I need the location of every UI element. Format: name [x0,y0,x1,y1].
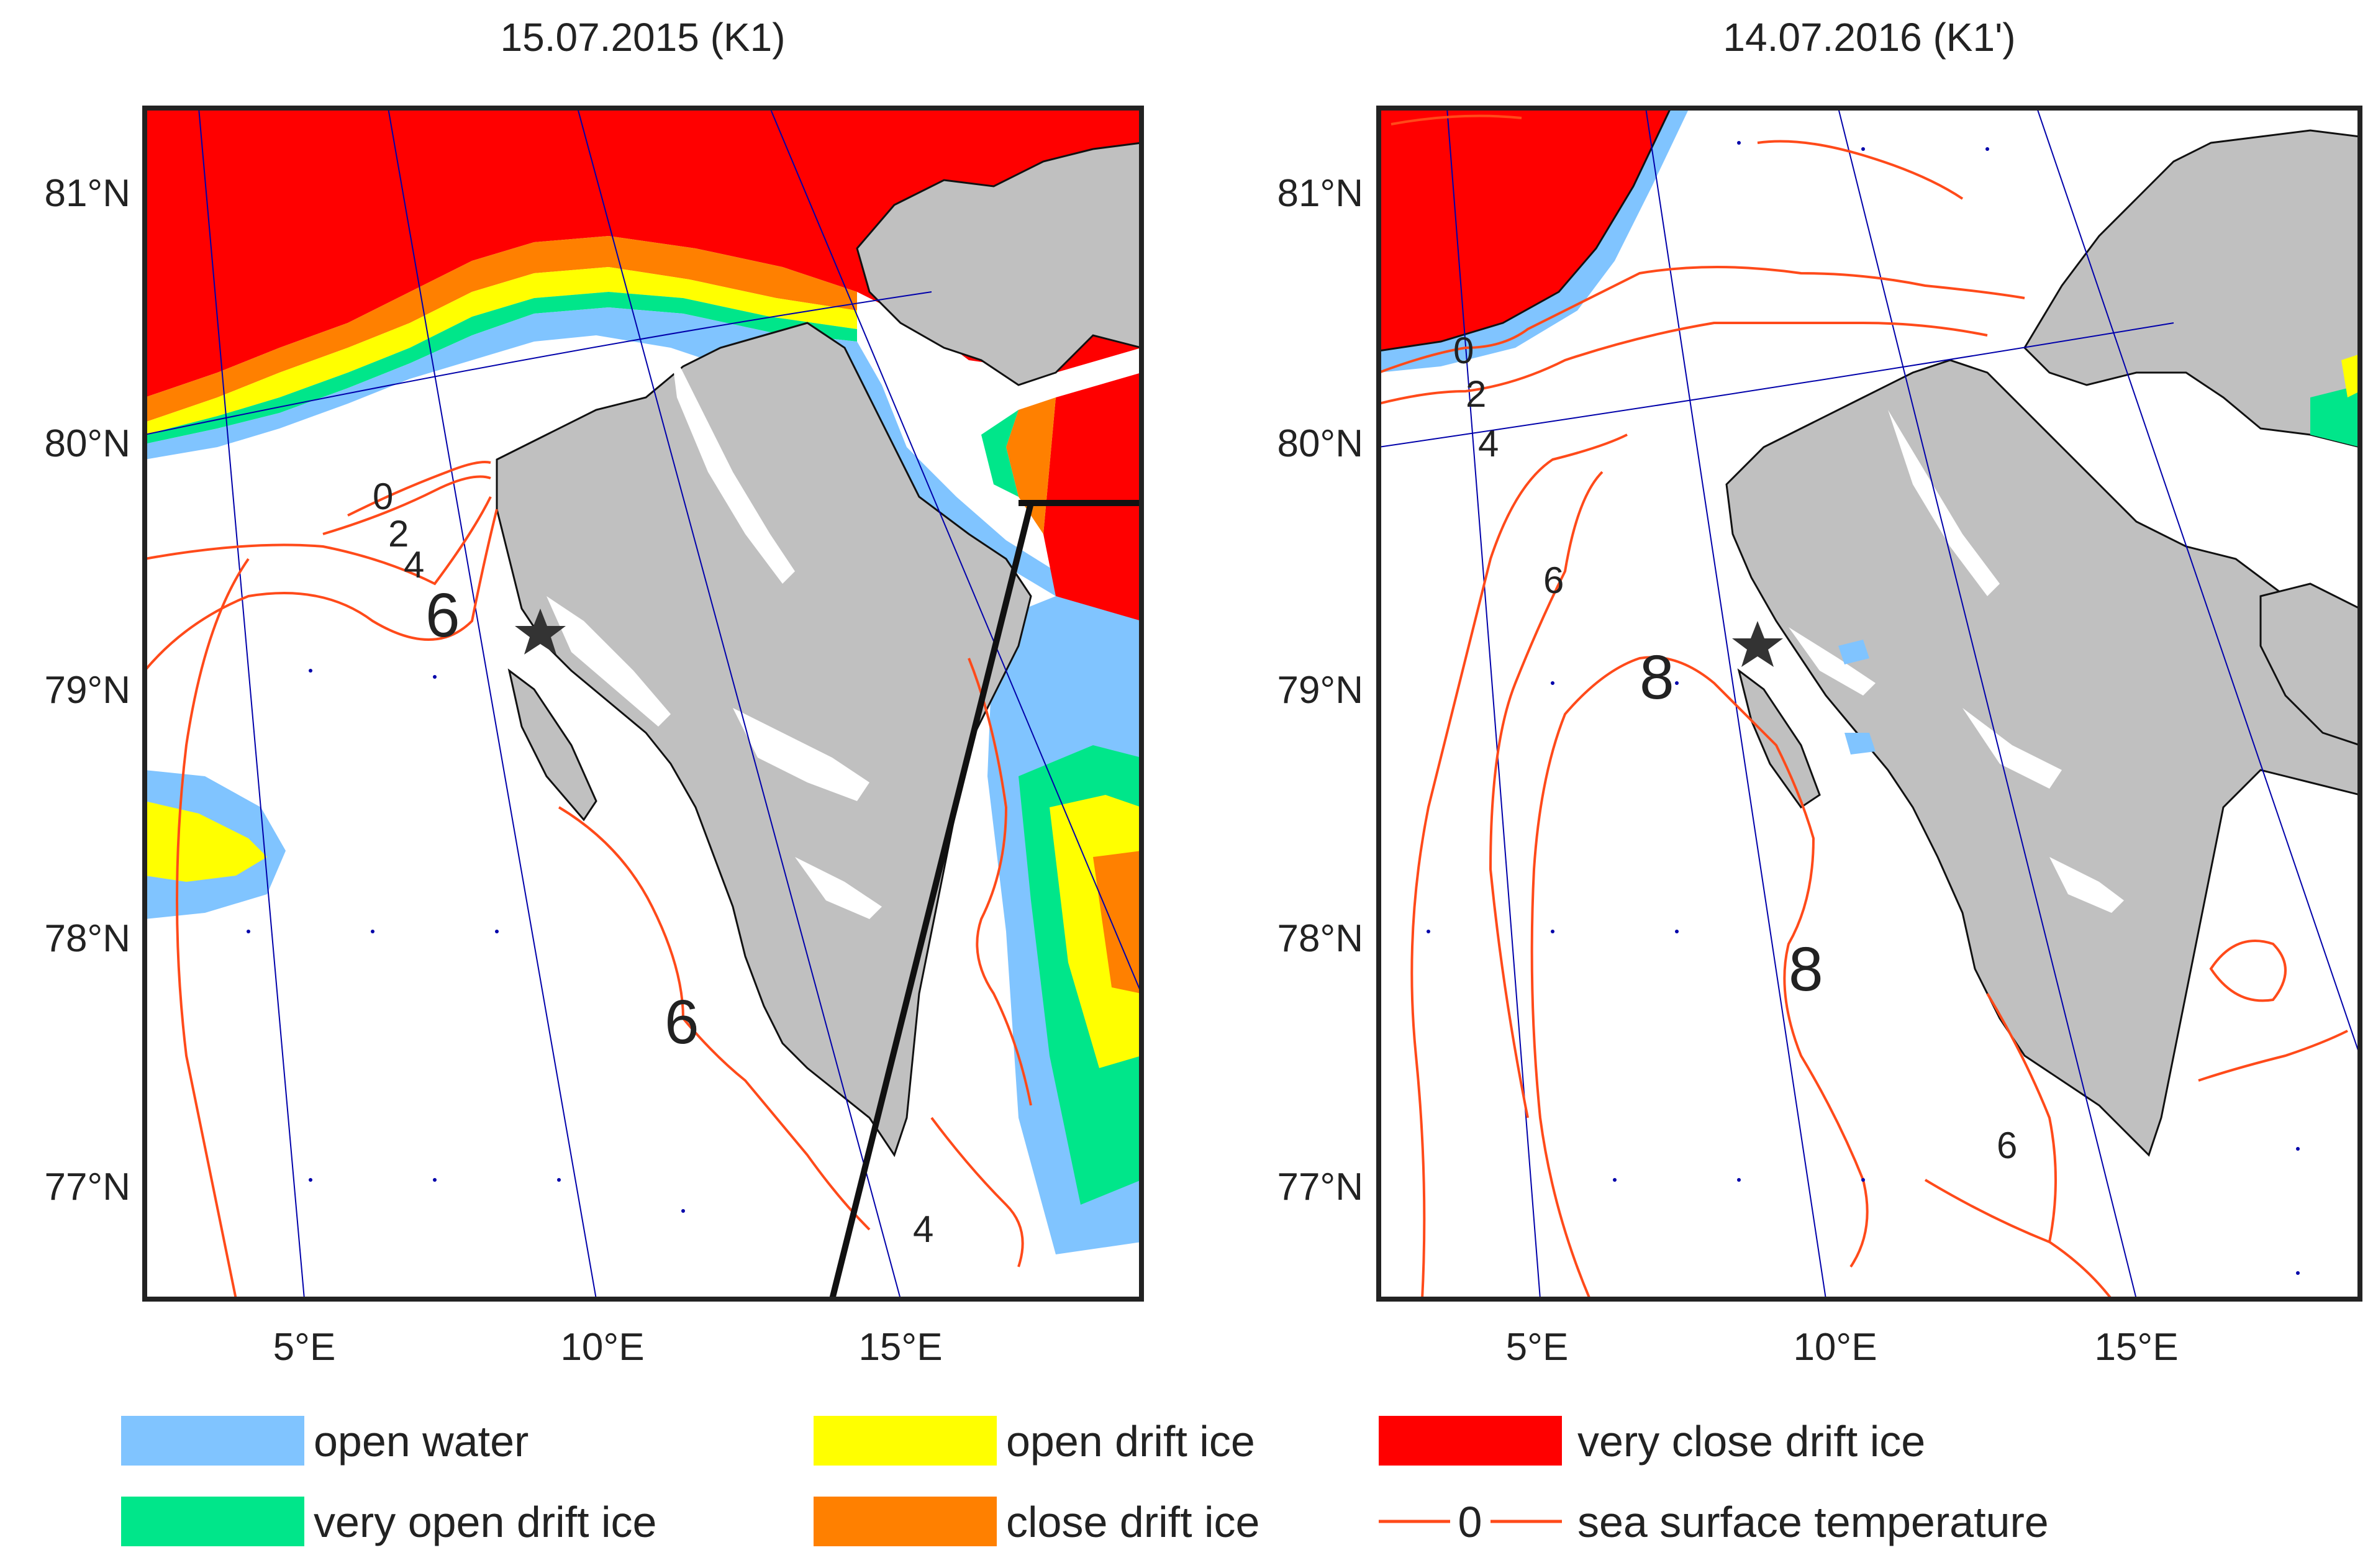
contour-label: 4 [404,544,424,586]
contour-label: 6 [665,987,699,1057]
lat-label: 79°N [1277,669,1363,712]
contour-label: 8 [1789,935,1823,1004]
map-panel-2016: 14.07.2016 (K1') [1277,15,2362,1369]
lat-label: 81°N [1277,172,1363,215]
sst-contour-6 [145,509,498,672]
legend-swatch [814,1497,997,1546]
panel-title: 15.07.2015 (K1) [501,15,786,60]
contour-label: 6 [1543,560,1564,601]
lon-label: 10°E [1793,1326,1877,1369]
sst-contour-2 [1379,322,1988,405]
sst-contour-8 [1530,656,1869,1299]
contour-label: 4 [913,1208,933,1250]
lon-label: 10°E [560,1326,644,1369]
sst-contour-2 [322,475,491,535]
lat-label: 78°N [44,917,130,960]
land-area [856,142,1141,386]
map-panel-2015: 15.07.2015 (K1) [44,15,1144,1369]
station-star-icon [515,609,566,655]
svalbard-land [1725,359,2360,1157]
legend: open water very open drift ice open drif… [121,1416,2049,1546]
legend-label: close drift ice [1006,1498,1259,1546]
lat-label: 80°N [1277,422,1363,465]
lat-label: 79°N [44,669,130,712]
lon-label: 5°E [1506,1326,1569,1369]
lon-label: 15°E [858,1326,942,1369]
very-open-drift-ice-area [145,292,857,444]
contour-label: 2 [1466,373,1486,415]
sst-contour-4 [1410,433,1628,1299]
legend-swatch [121,1497,304,1546]
legend-line-value: 0 [1458,1498,1482,1546]
lon-label: 15°E [2094,1326,2178,1369]
sst-contour-0 [1379,266,2025,374]
station-star-icon [1732,621,1783,667]
legend-swatch [121,1416,304,1466]
lon-label: 5°E [273,1326,336,1369]
legend-label: very open drift ice [314,1498,656,1546]
transect-line [829,502,1034,1299]
very-close-drift-ice-area [145,108,1141,397]
contour-label: 2 [388,513,409,555]
sst-contour-0 [347,461,491,517]
lat-label: 77°N [44,1166,130,1208]
legend-label: open water [314,1417,529,1466]
sst-contour-4 [145,496,492,586]
open-drift-ice-area [145,267,857,435]
legend-label: open drift ice [1006,1417,1255,1466]
lat-label: 81°N [44,172,130,215]
contour-label: 6 [1997,1125,2017,1166]
lat-label: 77°N [1277,1166,1363,1208]
close-drift-ice-area [145,236,857,422]
contour-label: 6 [425,581,460,650]
contour-label: 0 [373,476,393,517]
lat-label: 78°N [1277,917,1363,960]
legend-swatch [1379,1416,1562,1466]
contour-label: 4 [1478,423,1499,465]
lat-label: 80°N [44,422,130,465]
panel-title: 14.07.2016 (K1') [1723,15,2015,60]
contour-label: 0 [1453,330,1474,371]
legend-label: very close drift ice [1577,1417,1925,1466]
legend-swatch [814,1416,997,1466]
contour-label: 8 [1640,643,1674,712]
sst-contour-6 [1489,471,1604,1118]
legend-label: sea surface temperature [1577,1498,2049,1546]
